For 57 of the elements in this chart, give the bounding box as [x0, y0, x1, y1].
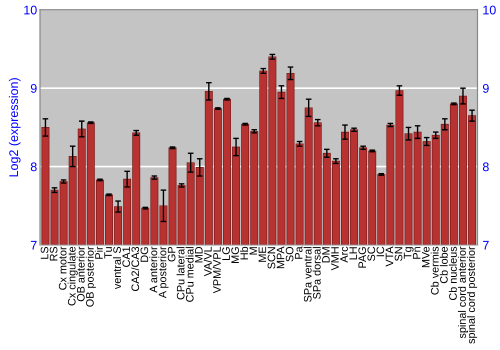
x-tick-label: M [250, 247, 258, 255]
x-tick-label: ventral S [113, 246, 121, 290]
x-tick-label: Cb lobe [440, 246, 448, 284]
x-tick-label: spinal cord anterior [458, 246, 468, 338]
x-tick-label: MVe [422, 246, 430, 268]
x-tick-label: SO [286, 246, 294, 262]
x-tick-label: LS [40, 246, 48, 259]
x-tick-label: Arc [340, 246, 348, 263]
x-tick-label: OB posterior [86, 246, 96, 307]
x-tick-label: CPu lateral [176, 247, 185, 300]
x-tick-label: OB anterior [76, 246, 85, 302]
y2-tick-label: 8 [482, 162, 489, 172]
x-tick-label: IC [376, 246, 384, 256]
x-tick-label: Cx motor [58, 246, 67, 290]
x-tick-label: MG [231, 247, 239, 263]
x-tick-label: Cb vermis [430, 246, 439, 295]
x-tick-label: VA/VL [204, 246, 212, 276]
x-tick-label: Tg [404, 247, 414, 259]
x-tick-label: PAG [358, 247, 366, 268]
x-tick-label: A anterior [149, 246, 158, 293]
x-tick-label: Hb [240, 246, 248, 260]
x-tick-label: GP [168, 246, 176, 262]
x-tick-label: ME [258, 246, 266, 262]
y-tick-label: 8 [30, 162, 37, 172]
x-tick-label: MD [195, 246, 203, 262]
x-tick-label: A posterior [158, 246, 168, 298]
x-tick-label: SPa dorsal [312, 247, 321, 299]
x-tick-label: MPA [276, 246, 284, 268]
x-tick-label: DM [322, 247, 330, 262]
x-tick-label: CPu medial [186, 247, 194, 302]
x-tick-label: LH [349, 247, 357, 260]
y2-tick-label: 9 [482, 84, 489, 93]
y-tick-label: 10 [24, 6, 37, 14]
x-tick-label: LG [222, 247, 230, 260]
x-tick-label: CA1 [122, 246, 130, 267]
y-axis-title: Log2 (expression) [8, 78, 21, 176]
x-tick-label: SC [367, 246, 376, 261]
x-tick-label: SN [394, 247, 402, 261]
x-tick-label: RS [50, 246, 58, 261]
x-tick-label: VTA [386, 246, 394, 267]
x-tick-label: Pa [294, 246, 303, 259]
x-tick-label: VPM/VPL [212, 246, 221, 294]
x-tick-label: VMH [331, 247, 339, 270]
y-tick-label: 7 [30, 240, 37, 250]
x-tick-label: DG [140, 247, 148, 262]
x-tick-label: SCN [268, 247, 276, 269]
x-tick-label: SPa ventral [304, 247, 312, 302]
x-tick-label: Pir [94, 246, 103, 259]
x-tick-label: Pn [412, 247, 420, 259]
x-tick-label: spinal cord posterior [467, 246, 478, 344]
y2-tick-label: 7 [483, 240, 489, 250]
y-tick-label: 9 [30, 84, 37, 93]
y2-tick-label: 10 [483, 6, 496, 14]
x-tick-label: Cx cingulate [68, 246, 78, 306]
x-tick-label: CA2/CA3 [131, 246, 140, 291]
x-tick-label: Tu [104, 247, 112, 258]
x-tick-label: Cb nucleus [448, 246, 457, 300]
